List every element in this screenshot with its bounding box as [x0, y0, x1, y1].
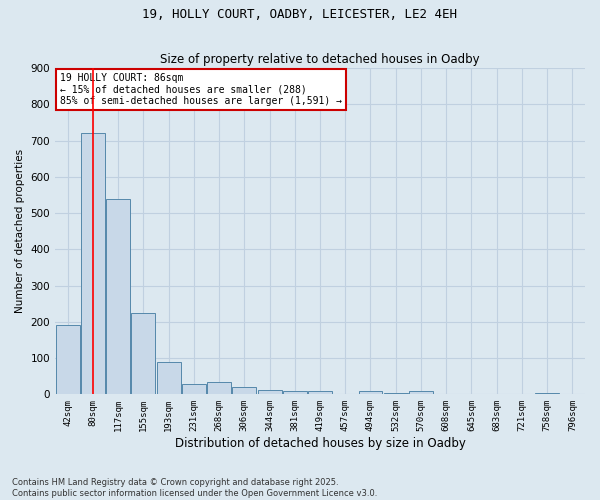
Bar: [182, 384, 206, 394]
Text: 19 HOLLY COURT: 86sqm
← 15% of detached houses are smaller (288)
85% of semi-det: 19 HOLLY COURT: 86sqm ← 15% of detached …: [61, 73, 343, 106]
Bar: [131, 313, 155, 394]
Bar: [106, 198, 130, 394]
Bar: [232, 387, 256, 394]
Bar: [409, 392, 433, 394]
Bar: [535, 393, 559, 394]
Bar: [56, 326, 80, 394]
Bar: [359, 392, 382, 394]
Bar: [257, 390, 281, 394]
Bar: [283, 390, 307, 394]
Bar: [157, 362, 181, 394]
Bar: [384, 392, 408, 394]
Title: Size of property relative to detached houses in Oadby: Size of property relative to detached ho…: [160, 52, 480, 66]
X-axis label: Distribution of detached houses by size in Oadby: Distribution of detached houses by size …: [175, 437, 466, 450]
Bar: [81, 134, 105, 394]
Text: Contains HM Land Registry data © Crown copyright and database right 2025.
Contai: Contains HM Land Registry data © Crown c…: [12, 478, 377, 498]
Bar: [308, 390, 332, 394]
Y-axis label: Number of detached properties: Number of detached properties: [15, 149, 25, 314]
Text: 19, HOLLY COURT, OADBY, LEICESTER, LE2 4EH: 19, HOLLY COURT, OADBY, LEICESTER, LE2 4…: [143, 8, 458, 20]
Bar: [207, 382, 231, 394]
